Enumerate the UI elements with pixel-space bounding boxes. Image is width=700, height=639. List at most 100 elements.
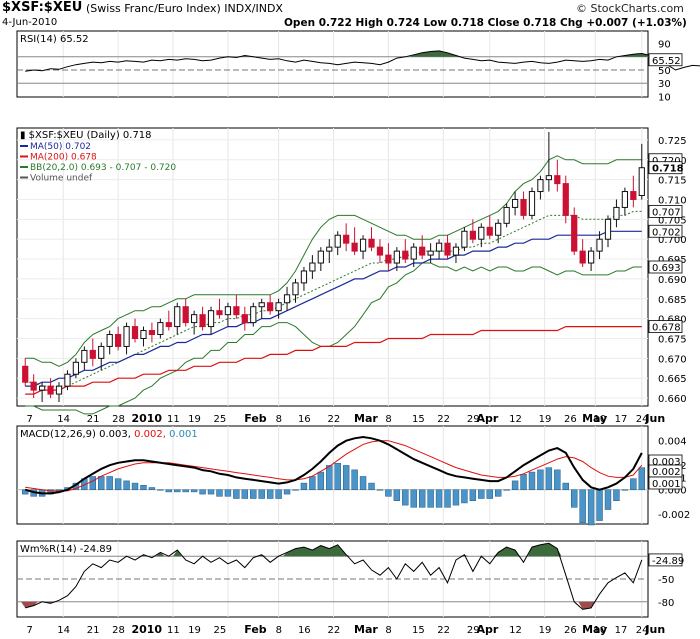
macd-histogram-bar xyxy=(444,489,451,508)
candle-body xyxy=(545,175,552,181)
price-tick-label: 0.715 xyxy=(658,176,687,187)
candle-body xyxy=(241,314,248,324)
x-axis-label: 15 xyxy=(412,625,425,636)
x-axis-label: 26 xyxy=(564,414,577,425)
candle-body xyxy=(520,198,527,216)
rsi-line xyxy=(25,50,700,72)
macd-histogram-bar xyxy=(604,489,612,510)
x-axis-label: 24 xyxy=(636,625,649,636)
candle-body xyxy=(250,306,257,324)
macd-histogram-bar xyxy=(140,485,147,490)
x-axis-label: May xyxy=(582,623,607,636)
bollinger-mid-line xyxy=(25,210,642,387)
legend-entry: Volume undef xyxy=(30,174,93,184)
x-axis-label: 25 xyxy=(213,414,226,425)
macd-histogram-bar xyxy=(427,489,434,508)
candle-body xyxy=(199,314,206,328)
x-axis-label: Apr xyxy=(477,623,499,636)
x-axis-label: 2010 xyxy=(131,412,162,425)
candle-body xyxy=(81,349,88,363)
x-axis-label: Apr xyxy=(477,412,499,425)
candle-body xyxy=(47,385,54,395)
candle-body xyxy=(351,242,358,252)
x-axis-label: 16 xyxy=(298,414,311,425)
x-axis-label: 26 xyxy=(564,625,577,636)
ohlc-summary: Open 0.722 High 0.724 Low 0.718 Close 0.… xyxy=(284,17,687,29)
willr-value-badge-box xyxy=(648,553,683,567)
price-value-badge-box xyxy=(648,320,683,333)
macd-histogram-bar xyxy=(435,489,443,508)
willr-overbought-fill xyxy=(282,544,351,557)
price-tick-label: 0.700 xyxy=(658,235,687,246)
macd-histogram-bar xyxy=(207,489,215,495)
price-tick-label: 0.710 xyxy=(658,195,687,206)
x-axis-label: 2010 xyxy=(131,623,162,636)
x-axis-label: 12 xyxy=(509,625,522,636)
macd-histogram-bar xyxy=(478,489,485,499)
candle-body xyxy=(604,218,612,240)
willr-tick-label: -50 xyxy=(658,575,674,586)
x-axis-label: 29 xyxy=(467,414,480,425)
macd-histogram-bar xyxy=(157,489,164,491)
macd-histogram-bar xyxy=(190,489,198,493)
x-axis-label: 21 xyxy=(87,414,100,425)
candle-body xyxy=(292,282,299,296)
stockcharts-logo[interactable]: © StockCharts.com xyxy=(576,2,684,15)
candle-body xyxy=(148,330,156,336)
x-axis-label: 14 xyxy=(57,625,70,636)
macd-histogram-bar xyxy=(334,462,341,490)
candle-body xyxy=(224,306,232,316)
macd-histogram-bar xyxy=(148,487,156,490)
candle-body xyxy=(123,326,130,347)
candle-body xyxy=(579,250,586,264)
rsi-value-badge-box xyxy=(648,53,683,67)
macd-histogram-bar xyxy=(554,469,561,490)
candle-body xyxy=(283,294,291,304)
x-axis-label: 16 xyxy=(298,625,311,636)
price-value-badge-box xyxy=(648,224,683,238)
price-value-badge: 0.707 xyxy=(652,207,681,218)
macd-histogram-bar xyxy=(309,476,316,490)
macd-histogram-bar xyxy=(385,489,392,497)
candle-body xyxy=(368,238,375,248)
candle-body xyxy=(621,191,629,208)
macd-histogram-bar xyxy=(528,471,536,490)
price-value-badge: 0.678 xyxy=(652,323,681,334)
x-axis-label: 7 xyxy=(26,414,32,425)
candle-body xyxy=(300,270,308,284)
macd-histogram-bar xyxy=(123,480,130,490)
macd-histogram-bar xyxy=(545,467,553,490)
macd-histogram-bar xyxy=(368,482,375,490)
candle-body xyxy=(613,206,620,220)
candle-body xyxy=(537,179,544,193)
x-axis-label: 11 xyxy=(167,625,180,636)
candle-body xyxy=(359,238,367,252)
x-axis-label: 24 xyxy=(636,414,649,425)
candle-body xyxy=(528,191,536,216)
candle-body xyxy=(478,226,485,240)
macd-histogram-bar xyxy=(258,489,265,499)
legend-entry: MA(200) 0.678 xyxy=(30,153,97,163)
x-axis-label: 22 xyxy=(437,414,450,425)
candle-body xyxy=(98,345,105,359)
macd-value-badge: 0.003 xyxy=(652,457,681,468)
candle-body xyxy=(435,242,443,252)
x-axis-label: 17 xyxy=(615,414,628,425)
price-tick-label: 0.670 xyxy=(658,354,687,365)
candle-body xyxy=(427,250,434,256)
macd-histogram-bar xyxy=(165,489,173,493)
price-value-badge-box xyxy=(648,260,683,274)
macd-histogram-bar xyxy=(275,489,282,499)
price-tick-label: 0.695 xyxy=(658,255,687,266)
macd-tick-label: -0.002 xyxy=(658,510,690,521)
macd-histogram-bar xyxy=(326,465,333,490)
price-value-badge: 0.718 xyxy=(652,164,684,175)
chart-date: 4-Jun-2010 xyxy=(2,17,58,28)
macd-value-badge: 0.002 xyxy=(652,467,681,478)
price-tick-label: 0.685 xyxy=(658,295,687,306)
macd-histogram-bar xyxy=(241,489,249,499)
candle-body xyxy=(64,373,71,387)
macd-value-badge-box xyxy=(648,476,683,490)
rsi-tick-label: 10 xyxy=(658,92,671,103)
